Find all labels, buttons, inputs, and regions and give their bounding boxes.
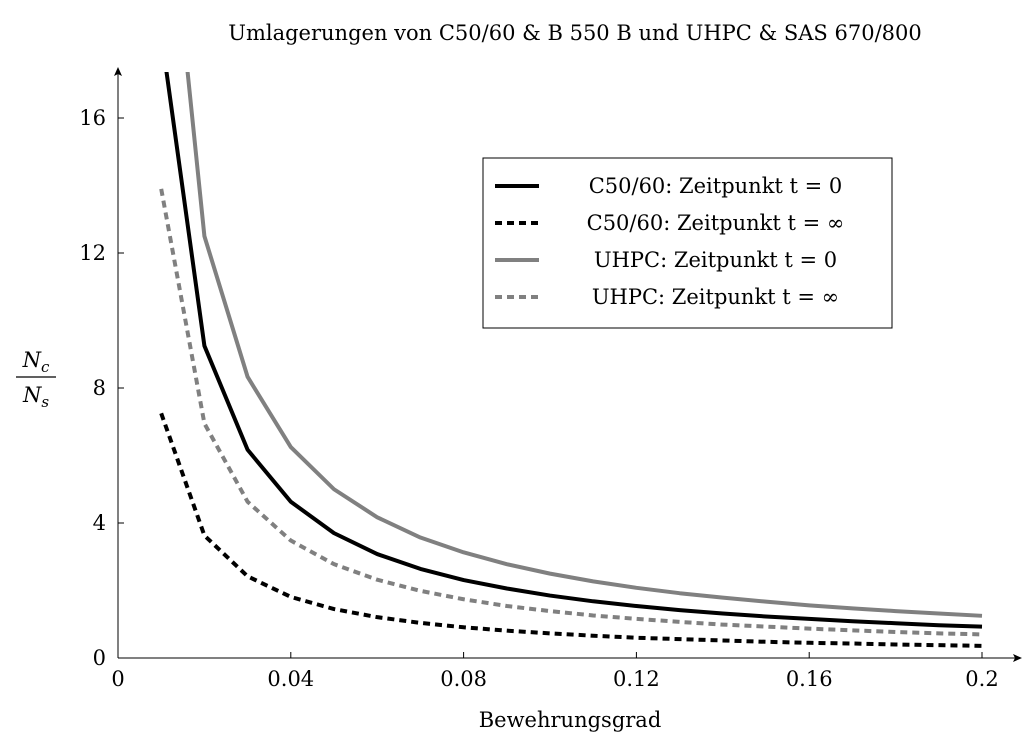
series-line — [159, 412, 983, 648]
series-line — [164, 72, 983, 629]
legend-label: UHPC: Zeitpunkt t = 0 — [594, 248, 837, 272]
legend: C50/60: Zeitpunkt t = 0 C50/60: Zeitpunkt… — [482, 157, 893, 329]
x-tick-label: 0 — [111, 667, 124, 691]
x-tick-label: 0.04 — [267, 667, 314, 691]
y-tick-label: 16 — [79, 106, 106, 130]
y-axis-arrow — [114, 67, 122, 76]
legend-box — [482, 157, 893, 329]
x-tick-label: 0.12 — [613, 667, 660, 691]
x-tick-label: 0.08 — [440, 667, 487, 691]
legend-label: C50/60: Zeitpunkt t = 0 — [589, 174, 843, 198]
x-tick-label: 0.16 — [786, 667, 833, 691]
y-label-symbol: N — [22, 348, 42, 372]
series-line — [185, 72, 983, 618]
y-label-denominator: Ns — [22, 383, 49, 411]
x-axis-arrow — [1013, 654, 1022, 662]
y-label-numerator: Nc — [22, 348, 50, 376]
x-tick-label: 0.2 — [965, 667, 998, 691]
series-line — [159, 188, 983, 637]
chart-title: Umlagerungen von C50/60 & B 550 B und UH… — [228, 21, 921, 45]
legend-label: C50/60: Zeitpunkt t = ∞ — [587, 211, 845, 235]
y-tick-label: 8 — [93, 376, 106, 400]
y-axis-label: Nc Ns — [16, 348, 56, 411]
legend-label: UHPC: Zeitpunkt t = ∞ — [592, 285, 839, 309]
plot-area — [159, 72, 983, 648]
y-label-symbol: N — [22, 383, 42, 407]
y-label-subscript: s — [41, 393, 49, 411]
y-tick-label: 12 — [79, 241, 106, 265]
y-tick-label: 0 — [93, 646, 106, 670]
y-label-subscript: c — [41, 358, 50, 376]
x-axis-label: Bewehrungsgrad — [479, 708, 662, 732]
y-tick-label: 4 — [93, 511, 106, 535]
